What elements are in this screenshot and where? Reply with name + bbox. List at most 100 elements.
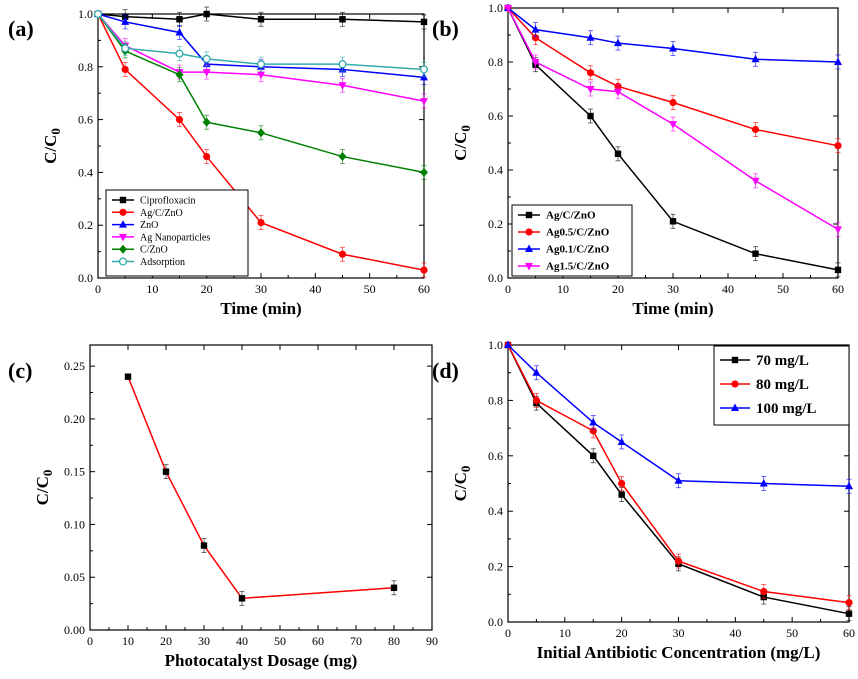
x-tick-label: 80	[388, 634, 400, 648]
data-point	[531, 59, 540, 67]
legend-entry: Ag0.5/C/ZnO	[546, 227, 610, 239]
series-c-zno	[94, 9, 428, 180]
x-tick-label: 50	[786, 626, 798, 640]
data-point	[669, 98, 677, 107]
y-tick-label: 0.25	[64, 359, 85, 373]
y-tick-label: 0.05	[64, 570, 85, 584]
legend-swatch-marker	[731, 356, 739, 364]
y-tick-label: 1.0	[488, 1, 503, 15]
x-axis-label: Time (min)	[632, 299, 713, 318]
data-point	[834, 226, 842, 234]
legend-entry: Ag0.1/C/ZnO	[546, 244, 610, 256]
y-axis-label-subscript: 0	[458, 466, 473, 473]
data-point	[669, 218, 677, 225]
data-point	[257, 71, 265, 80]
series-ag1-5-c-zno	[504, 5, 842, 237]
y-tick-label: 0.0	[78, 271, 93, 285]
legend-swatch-marker	[119, 208, 127, 216]
panel-label: (c)	[8, 358, 32, 383]
x-tick-label: 30	[198, 634, 210, 648]
y-axis-label: C/C0	[451, 466, 473, 502]
y-axis-label: C/C0	[451, 125, 473, 161]
legend-swatch-marker	[119, 196, 127, 204]
y-tick-label: 1.0	[488, 338, 503, 352]
data-point	[256, 60, 266, 69]
data-point	[586, 86, 595, 94]
data-point	[614, 38, 622, 47]
legend-entry: Ciprofloxacin	[140, 196, 196, 207]
data-point	[338, 82, 347, 90]
data-point	[589, 427, 597, 435]
data-point	[586, 33, 595, 41]
y-tick-label: 0.6	[488, 109, 503, 123]
x-tick-label: 50	[274, 634, 286, 648]
legend-swatch-marker	[119, 244, 127, 254]
x-tick-label: 70	[350, 634, 362, 648]
legend: 70 mg/L 80 mg/L 100 mg/L	[713, 345, 850, 426]
data-point	[845, 599, 853, 607]
y-axis-label-subscript: 0	[40, 470, 55, 477]
legend-swatch-marker	[731, 380, 739, 388]
data-point	[760, 587, 768, 596]
data-point	[257, 16, 265, 23]
y-tick-label: 0.8	[488, 393, 503, 407]
data-point	[257, 128, 265, 138]
plot-frame	[89, 344, 433, 631]
y-tick-label: 0.4	[78, 165, 93, 179]
legend-entry: Ag Nanoparticles	[140, 232, 210, 243]
y-tick-label: 1.0	[78, 7, 93, 21]
panel-a: 0 10 20 30 40 50 60 0.0 0.2 0.4 0.6 0.8 1.0 Time (min…	[8, 6, 430, 318]
data-point	[339, 16, 346, 23]
data-point	[420, 18, 428, 26]
data-point	[175, 49, 184, 58]
series-line	[127, 376, 395, 600]
data-point	[419, 65, 429, 74]
y-tick-label: 0.15	[64, 465, 85, 479]
x-tick-label: 20	[616, 626, 628, 640]
legend-entry: 80 mg/L	[756, 377, 809, 393]
panel-c: 0 10 20 30 40 50 60 70 80 90 0.00 0.05 0.10 0.15 0.20 0…	[8, 344, 438, 670]
data-point	[175, 116, 184, 124]
panel-label: (a)	[8, 16, 34, 41]
y-tick-label: 0.6	[78, 113, 93, 127]
data-point	[845, 481, 853, 490]
x-tick-label: 0	[95, 282, 101, 296]
data-point	[617, 437, 626, 445]
y-axis-label-main: C/C	[451, 472, 470, 501]
y-tick-label: 0.4	[488, 163, 503, 177]
x-tick-label: 10	[557, 282, 569, 296]
x-tick-label: 20	[612, 282, 624, 296]
y-tick-label: 0.10	[64, 517, 85, 531]
x-tick-label: 40	[722, 282, 734, 296]
x-tick-label: 50	[777, 282, 789, 296]
data-point	[834, 142, 842, 150]
data-point	[531, 34, 540, 42]
y-tick-label: 0.2	[488, 560, 503, 574]
data-point	[175, 70, 184, 80]
x-tick-label: 0	[505, 626, 511, 640]
x-tick-label: 90	[426, 634, 438, 648]
data-point	[504, 5, 512, 13]
x-tick-label: 10	[146, 282, 158, 296]
data-point	[124, 373, 132, 380]
legend-swatch-marker	[731, 403, 739, 411]
x-tick-label: 20	[201, 282, 213, 296]
data-point	[614, 88, 622, 97]
data-point	[751, 177, 760, 186]
x-tick-label: 0	[505, 282, 511, 296]
data-point	[752, 250, 759, 257]
data-point	[618, 479, 626, 488]
x-axis-label: Time (min)	[220, 299, 301, 318]
data-point	[587, 112, 594, 120]
panel-label: (d)	[432, 358, 459, 383]
series-100-mg-l	[504, 340, 853, 494]
data-point	[420, 98, 428, 106]
data-point	[338, 152, 347, 162]
series-adsorption	[93, 9, 429, 77]
y-axis-label-main: C/C	[41, 135, 60, 164]
data-point	[834, 266, 842, 274]
x-tick-label: 50	[364, 282, 376, 296]
x-tick-label: 0	[87, 634, 93, 648]
x-tick-label: 60	[312, 634, 324, 648]
